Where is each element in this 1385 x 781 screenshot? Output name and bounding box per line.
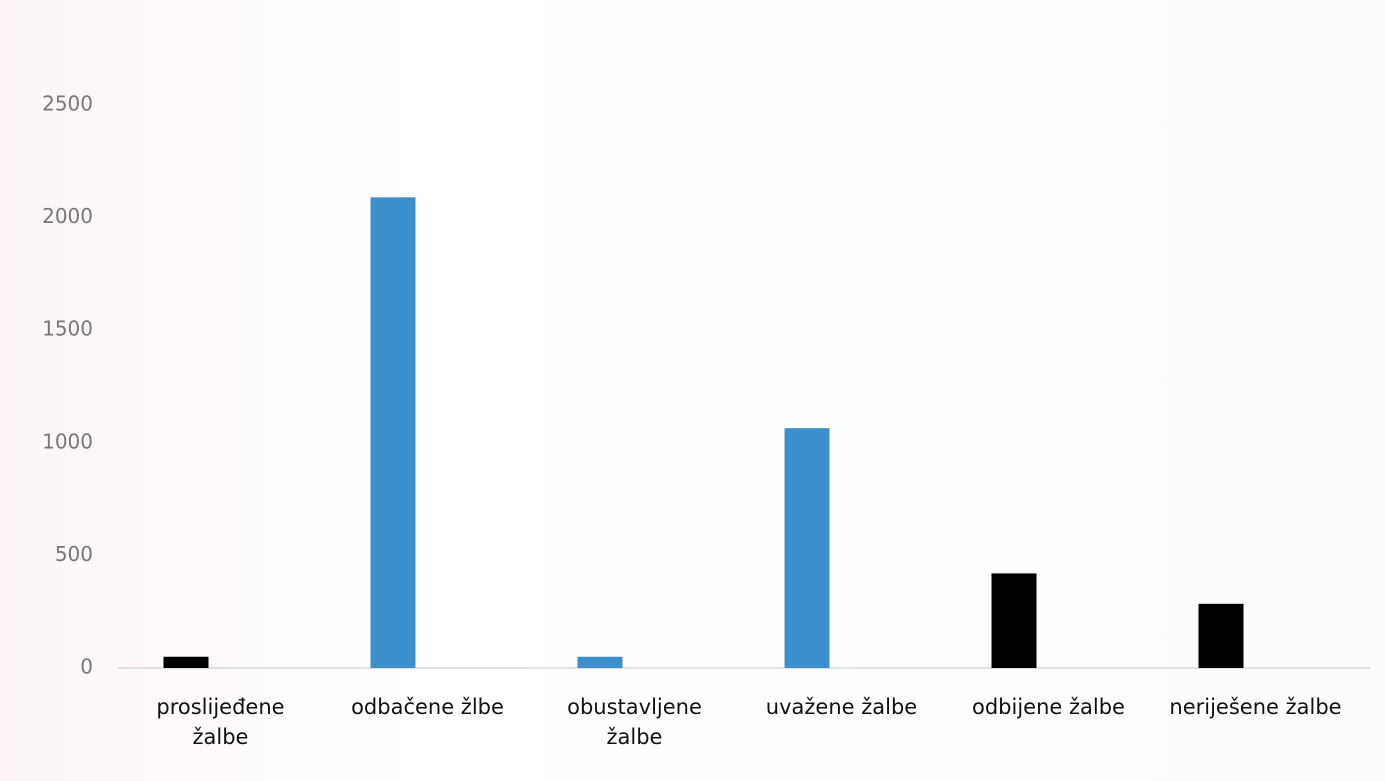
bar	[163, 656, 209, 668]
x-tick-label: uvažene žalbe	[765, 695, 918, 719]
x-tick-label: neriješene žalbe	[1169, 695, 1342, 719]
x-tick-label: obustavljene žalbe	[567, 695, 702, 749]
y-tick-label: 2000	[42, 204, 93, 228]
bar	[1198, 603, 1244, 668]
y-tick-label: 0	[80, 655, 93, 679]
y-tick-label: 1500	[42, 317, 93, 341]
y-tick-label: 2500	[42, 92, 93, 116]
x-tick-label: proslijeđene žalbe	[156, 695, 285, 749]
x-tick-label: odbijene žalbe	[972, 695, 1125, 719]
y-tick-label: 1000	[42, 429, 93, 453]
y-tick-label: 500	[55, 542, 93, 566]
bar	[577, 656, 623, 668]
bar	[784, 428, 830, 668]
x-tick-label: odbačene žlbe	[351, 695, 504, 719]
bar	[370, 197, 416, 668]
bar	[991, 573, 1037, 668]
